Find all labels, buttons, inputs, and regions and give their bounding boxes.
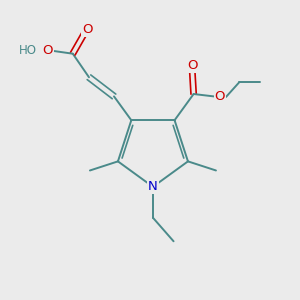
Text: O: O — [214, 91, 225, 103]
Text: O: O — [82, 23, 93, 36]
Text: O: O — [187, 59, 197, 72]
Text: N: N — [148, 180, 158, 193]
Text: HO: HO — [19, 44, 37, 57]
Text: O: O — [43, 44, 53, 57]
